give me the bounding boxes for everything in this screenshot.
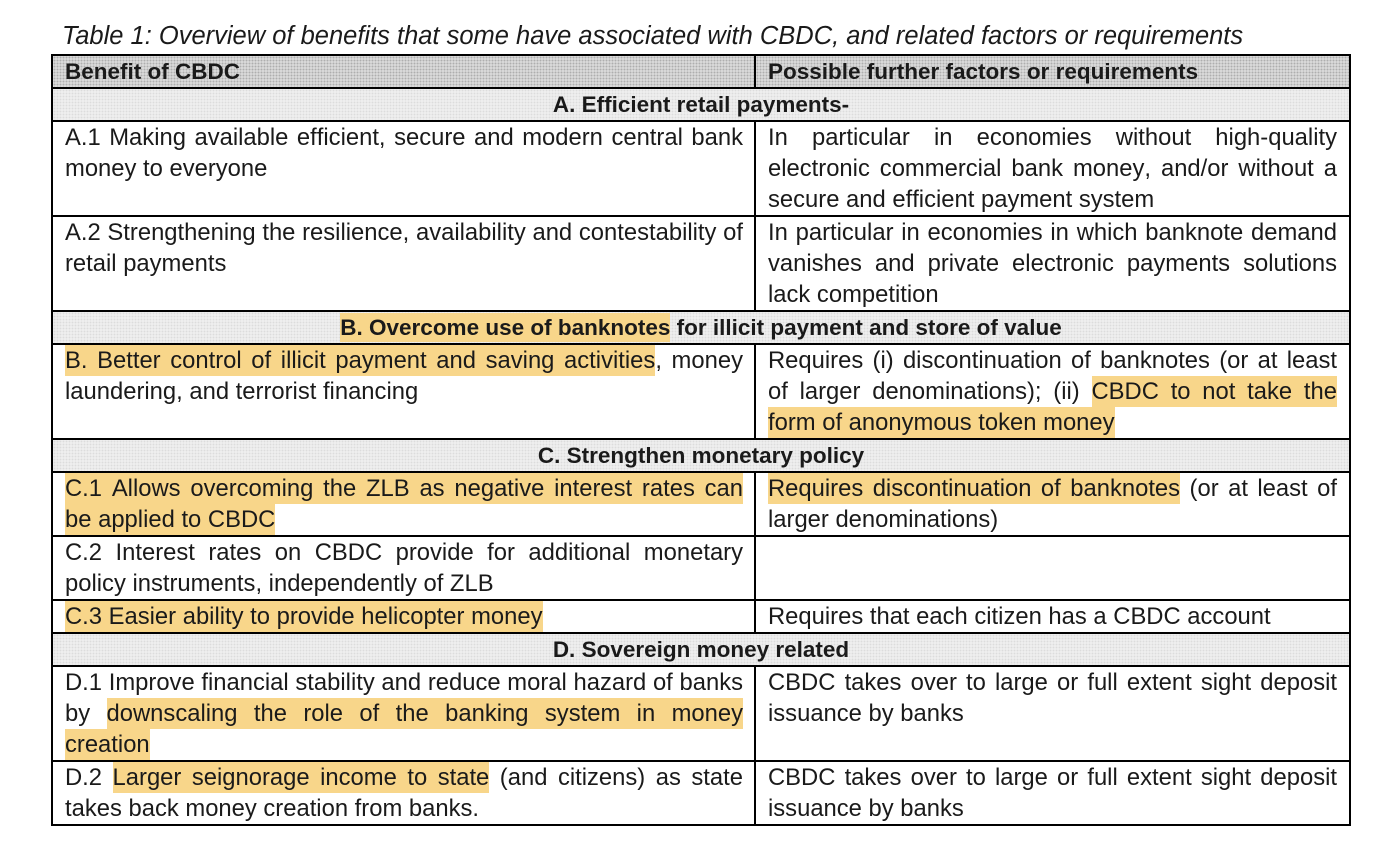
highlighted-text: C.1 Allows overcoming the ZLB as negativ… [65,473,743,535]
section-heading: C. Strengthen monetary policy [53,440,1351,473]
cell-text: D. Sovereign money related [552,637,850,662]
cell-text: C. Strengthen monetary policy [537,443,865,468]
requirement-cell: In particular in economies in which bank… [756,217,1351,312]
cell-text: A.1 Making available efficient, secure a… [65,124,743,182]
table-caption: Table 1: Overview of benefits that some … [62,22,1244,50]
requirement-cell: Requires that each citizen has a CBDC ac… [756,601,1351,634]
cell-text: In particular in economies without high-… [768,124,1337,213]
benefit-cell: A.2 Strengthening the resilience, availa… [53,217,756,312]
column-header-requirements: Possible further factors or requirements [756,56,1351,89]
cell-text: , money laundering, and terrorist financ… [65,347,743,405]
cell-text: D.1 Improve financial stability and redu… [65,669,743,727]
cell-text: Requires (i) discontinuation of banknote… [768,347,1337,405]
requirement-cell [756,537,1351,601]
requirement-cell: In particular in economies without high-… [756,122,1351,217]
cell-text: A.2 Strengthening the resilience, availa… [65,219,743,277]
benefit-cell: C.3 Easier ability to provide helicopter… [53,601,756,634]
section-heading: B. Overcome use of banknotes for illicit… [53,312,1351,345]
requirement-cell: CBDC takes over to large or full extent … [756,762,1351,826]
cell-text: D.2 [65,764,113,791]
highlighted-text: C.3 Easier ability to provide helicopter… [65,601,543,632]
section-heading: D. Sovereign money related [53,634,1351,667]
benefit-cell: D.2 Larger seignorage income to state (a… [53,762,756,826]
cell-text: (or at least of larger denominations) [768,475,1337,533]
cell-text: In particular in economies in which bank… [768,219,1337,308]
requirement-cell: CBDC takes over to large or full extent … [756,667,1351,762]
highlighted-text: Requires discontinuation of banknotes [768,473,1181,504]
cell-text: A. Efficient retail payments- [552,92,850,117]
benefit-cell: C.2 Interest rates on CBDC provide for a… [53,537,756,601]
benefit-cell: D.1 Improve financial stability and redu… [53,667,756,762]
benefits-table: Benefit of CBDC Possible further factors… [51,54,1351,826]
highlighted-text: B. Overcome use of banknotes [340,313,671,342]
benefit-cell: B. Better control of illicit payment and… [53,345,756,440]
benefit-cell: A.1 Making available efficient, secure a… [53,122,756,217]
cell-text: for illicit payment and store of value [670,315,1062,340]
column-header-benefit: Benefit of CBDC [53,56,756,89]
requirement-cell: Requires (i) discontinuation of banknote… [756,345,1351,440]
requirement-cell: Requires discontinuation of banknotes (o… [756,473,1351,537]
highlighted-text: Larger seignorage income to state [112,762,490,793]
benefit-cell: C.1 Allows overcoming the ZLB as negativ… [53,473,756,537]
cell-text: CBDC takes over to large or full extent … [768,764,1337,822]
cell-text: CBDC takes over to large or full extent … [768,669,1337,727]
highlighted-text: downscaling the role of the banking syst… [65,698,743,760]
cell-text: (and citizens) as state takes back money… [65,764,743,822]
section-heading: A. Efficient retail payments- [53,89,1351,122]
cell-text: Requires that each citizen has a CBDC ac… [768,603,1271,630]
highlighted-text: B. Better control of illicit payment and… [65,345,656,376]
cell-text: C.2 Interest rates on CBDC provide for a… [65,539,743,597]
